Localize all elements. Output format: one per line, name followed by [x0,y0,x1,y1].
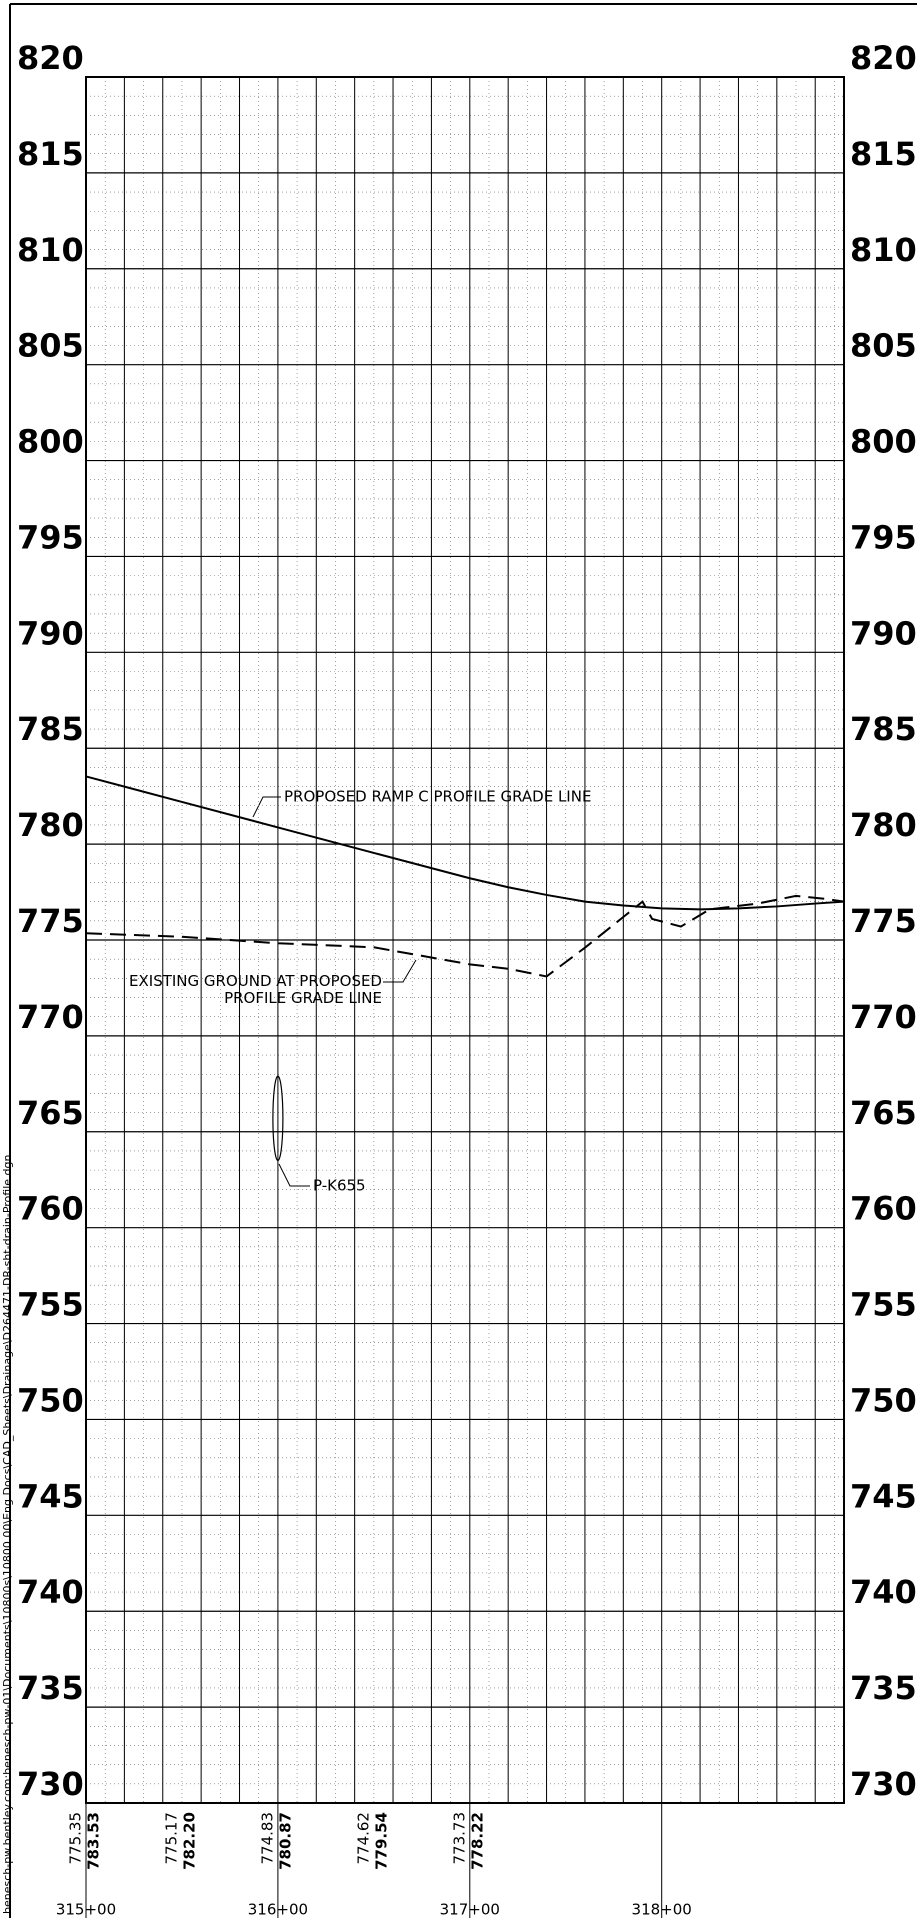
series-annotation: EXISTING GROUND AT PROPOSED PROFILE GRAD… [129,972,382,1007]
y-tick-label: 755 [850,1286,917,1324]
y-tick-label: 735 [17,1669,84,1707]
y-tick-label: 735 [850,1669,917,1707]
series-annotation: PROPOSED RAMP C PROFILE GRADE LINE [284,788,591,806]
y-tick-label: 760 [17,1190,84,1228]
y-tick-label: 780 [17,806,84,844]
y-tick-label: 730 [17,1765,84,1803]
y-tick-label: 800 [17,423,84,461]
leader-line [383,959,417,983]
y-tick-label: 780 [850,806,917,844]
y-tick-label: 745 [850,1477,917,1515]
y-tick-label: 745 [17,1477,84,1515]
y-tick-label: 805 [17,327,84,365]
y-tick-label: 740 [850,1573,917,1611]
y-tick-label: 815 [17,135,84,173]
y-tick-label: 815 [850,135,917,173]
y-tick-label: 765 [17,1094,84,1132]
leader-line [252,796,281,818]
x-tick-label: 317+00 [440,1901,500,1918]
y-tick-label: 730 [850,1765,917,1803]
y-tick-label: 775 [17,902,84,940]
y-tick-label: 755 [17,1286,84,1324]
y-tick-label: 775 [850,902,917,940]
y-tick-label: 795 [17,518,84,556]
y-tick-label: 820 [850,39,917,77]
y-tick-label: 785 [850,710,917,748]
elevation-label: 774.83 [258,1812,276,1865]
y-tick-label: 770 [850,998,917,1036]
elevation-label: 783.53 [85,1812,103,1870]
y-tick-label: 805 [850,327,917,365]
y-tick-label: 820 [17,39,84,77]
y-tick-label: 790 [17,614,84,652]
y-tick-label: 810 [850,231,917,269]
elevation-label: 782.20 [180,1812,198,1870]
y-tick-label: 750 [17,1381,84,1419]
file-path: benesch-pw.bentley.com:benesch-pw-01\Doc… [1,1155,14,1914]
y-tick-label: 740 [17,1573,84,1611]
elevation-label: 774.62 [354,1812,372,1865]
y-tick-label: 790 [850,614,917,652]
elevation-label: 780.87 [276,1812,294,1870]
y-tick-label: 800 [850,423,917,461]
y-tick-label: 810 [17,231,84,269]
structure [272,1075,284,1162]
elevation-label: 775.17 [162,1812,180,1865]
y-tick-label: 795 [850,518,917,556]
x-tick-label: 316+00 [248,1901,308,1918]
y-tick-label: 785 [17,710,84,748]
y-tick-label: 765 [850,1094,917,1132]
y-tick-label: 750 [850,1381,917,1419]
plot-frame [85,76,845,1804]
series-line [85,775,845,911]
elevation-label: 773.73 [450,1812,468,1865]
elevation-label: 779.54 [372,1812,390,1870]
x-tick-label: 315+00 [56,1901,116,1918]
structure-label: P-K655 [313,1177,366,1195]
y-tick-label: 770 [17,998,84,1036]
series-line [85,894,845,978]
y-tick-label: 760 [850,1190,917,1228]
elevation-label: 775.35 [67,1812,85,1865]
x-tick-label: 318+00 [632,1901,692,1918]
leader-line [278,1163,310,1187]
elevation-label: 778.22 [468,1812,486,1870]
